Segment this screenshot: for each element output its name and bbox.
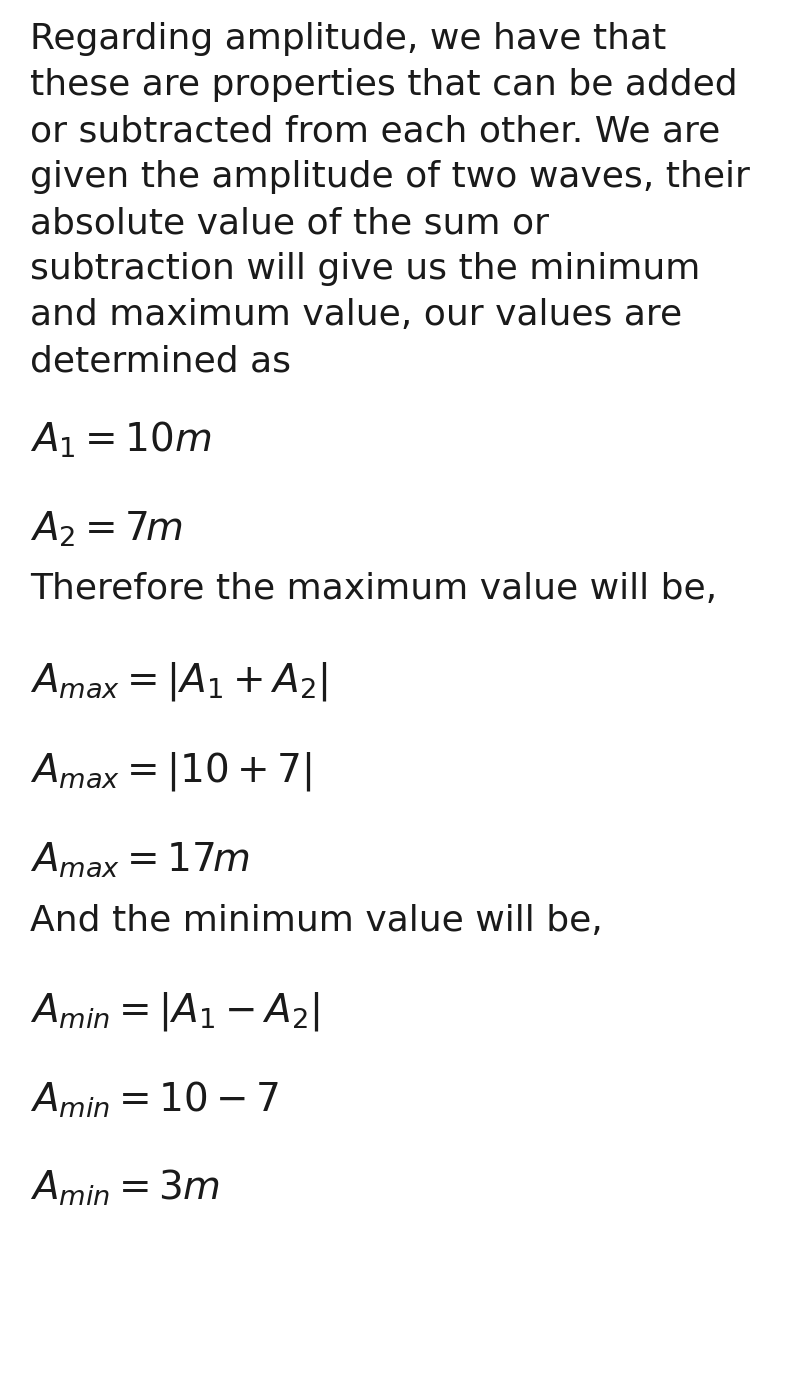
Text: Regarding amplitude, we have that: Regarding amplitude, we have that [30,22,666,56]
Text: given the amplitude of two waves, their: given the amplitude of two waves, their [30,161,750,194]
Text: $A_2 = 7m$: $A_2 = 7m$ [30,509,183,549]
Text: $A_1 = 10m$: $A_1 = 10m$ [30,420,211,460]
Text: subtraction will give us the minimum: subtraction will give us the minimum [30,253,700,286]
Text: determined as: determined as [30,345,291,378]
Text: And the minimum value will be,: And the minimum value will be, [30,903,602,938]
Text: or subtracted from each other. We are: or subtracted from each other. We are [30,114,720,148]
Text: $A_{max} = 17m$: $A_{max} = 17m$ [30,840,250,879]
Text: and maximum value, our values are: and maximum value, our values are [30,298,682,332]
Text: Therefore the maximum value will be,: Therefore the maximum value will be, [30,573,717,605]
Text: these are properties that can be added: these are properties that can be added [30,69,738,102]
Text: $A_{min} = 10 - 7$: $A_{min} = 10 - 7$ [30,1081,279,1120]
Text: $A_{min} = |A_1 - A_2|$: $A_{min} = |A_1 - A_2|$ [30,990,319,1032]
Text: $A_{min} = 3m$: $A_{min} = 3m$ [30,1168,220,1208]
Text: absolute value of the sum or: absolute value of the sum or [30,206,549,240]
Text: $A_{max} = |10 + 7|$: $A_{max} = |10 + 7|$ [30,750,312,794]
Text: $A_{max} = |A_1 + A_2|$: $A_{max} = |A_1 + A_2|$ [30,660,327,703]
